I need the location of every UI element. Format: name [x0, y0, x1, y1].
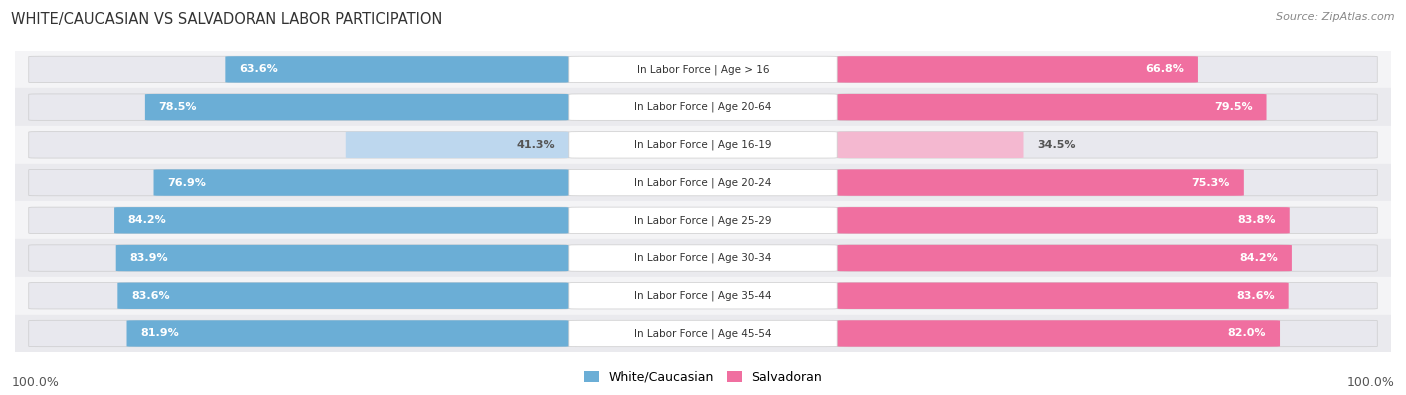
FancyBboxPatch shape: [569, 169, 837, 196]
FancyBboxPatch shape: [28, 207, 569, 233]
Text: 34.5%: 34.5%: [1038, 140, 1076, 150]
FancyBboxPatch shape: [569, 282, 837, 309]
Bar: [15, 277, 1391, 315]
FancyBboxPatch shape: [837, 245, 1378, 271]
FancyBboxPatch shape: [837, 207, 1289, 233]
Legend: White/Caucasian, Salvadoran: White/Caucasian, Salvadoran: [579, 366, 827, 389]
FancyBboxPatch shape: [127, 320, 569, 347]
Text: 100.0%: 100.0%: [11, 376, 59, 389]
Bar: [15, 164, 1391, 201]
FancyBboxPatch shape: [837, 132, 1378, 158]
FancyBboxPatch shape: [28, 245, 569, 271]
Bar: [15, 315, 1391, 352]
Text: 63.6%: 63.6%: [239, 64, 278, 74]
FancyBboxPatch shape: [114, 207, 569, 233]
Text: In Labor Force | Age > 16: In Labor Force | Age > 16: [637, 64, 769, 75]
FancyBboxPatch shape: [569, 207, 837, 233]
FancyBboxPatch shape: [569, 245, 837, 271]
Text: 83.8%: 83.8%: [1237, 215, 1277, 225]
FancyBboxPatch shape: [346, 132, 569, 158]
Text: In Labor Force | Age 35-44: In Labor Force | Age 35-44: [634, 290, 772, 301]
FancyBboxPatch shape: [117, 282, 569, 309]
FancyBboxPatch shape: [837, 282, 1289, 309]
Text: 81.9%: 81.9%: [141, 329, 179, 339]
FancyBboxPatch shape: [569, 94, 837, 120]
FancyBboxPatch shape: [28, 132, 569, 158]
FancyBboxPatch shape: [837, 207, 1378, 233]
FancyBboxPatch shape: [837, 169, 1244, 196]
FancyBboxPatch shape: [225, 56, 569, 83]
Text: 76.9%: 76.9%: [167, 178, 207, 188]
FancyBboxPatch shape: [837, 282, 1378, 309]
Text: 83.6%: 83.6%: [1236, 291, 1275, 301]
Text: In Labor Force | Age 45-54: In Labor Force | Age 45-54: [634, 328, 772, 339]
Text: 79.5%: 79.5%: [1215, 102, 1253, 112]
FancyBboxPatch shape: [28, 320, 569, 347]
FancyBboxPatch shape: [837, 132, 1024, 158]
Text: In Labor Force | Age 25-29: In Labor Force | Age 25-29: [634, 215, 772, 226]
Text: 100.0%: 100.0%: [1347, 376, 1395, 389]
Bar: [15, 239, 1391, 277]
FancyBboxPatch shape: [837, 320, 1378, 347]
Text: In Labor Force | Age 20-64: In Labor Force | Age 20-64: [634, 102, 772, 113]
FancyBboxPatch shape: [145, 94, 569, 120]
Bar: [15, 88, 1391, 126]
FancyBboxPatch shape: [837, 245, 1292, 271]
FancyBboxPatch shape: [28, 56, 569, 83]
Bar: [15, 126, 1391, 164]
FancyBboxPatch shape: [569, 320, 837, 347]
Bar: [15, 51, 1391, 88]
FancyBboxPatch shape: [837, 94, 1378, 120]
Text: 75.3%: 75.3%: [1192, 178, 1230, 188]
Text: 84.2%: 84.2%: [128, 215, 166, 225]
FancyBboxPatch shape: [837, 94, 1267, 120]
Text: 83.9%: 83.9%: [129, 253, 169, 263]
Text: 82.0%: 82.0%: [1227, 329, 1267, 339]
Text: WHITE/CAUCASIAN VS SALVADORAN LABOR PARTICIPATION: WHITE/CAUCASIAN VS SALVADORAN LABOR PART…: [11, 12, 443, 27]
FancyBboxPatch shape: [28, 94, 569, 120]
Text: In Labor Force | Age 30-34: In Labor Force | Age 30-34: [634, 253, 772, 263]
Text: 66.8%: 66.8%: [1146, 64, 1184, 74]
FancyBboxPatch shape: [569, 56, 837, 83]
FancyBboxPatch shape: [28, 282, 569, 309]
FancyBboxPatch shape: [837, 169, 1378, 196]
FancyBboxPatch shape: [569, 132, 837, 158]
FancyBboxPatch shape: [837, 320, 1279, 347]
FancyBboxPatch shape: [153, 169, 569, 196]
Text: 83.6%: 83.6%: [131, 291, 170, 301]
Bar: [15, 201, 1391, 239]
Text: In Labor Force | Age 16-19: In Labor Force | Age 16-19: [634, 139, 772, 150]
Text: 84.2%: 84.2%: [1240, 253, 1278, 263]
FancyBboxPatch shape: [837, 56, 1198, 83]
FancyBboxPatch shape: [837, 56, 1378, 83]
Text: In Labor Force | Age 20-24: In Labor Force | Age 20-24: [634, 177, 772, 188]
FancyBboxPatch shape: [115, 245, 569, 271]
Text: Source: ZipAtlas.com: Source: ZipAtlas.com: [1277, 12, 1395, 22]
Text: 41.3%: 41.3%: [516, 140, 555, 150]
FancyBboxPatch shape: [28, 169, 569, 196]
Text: 78.5%: 78.5%: [159, 102, 197, 112]
